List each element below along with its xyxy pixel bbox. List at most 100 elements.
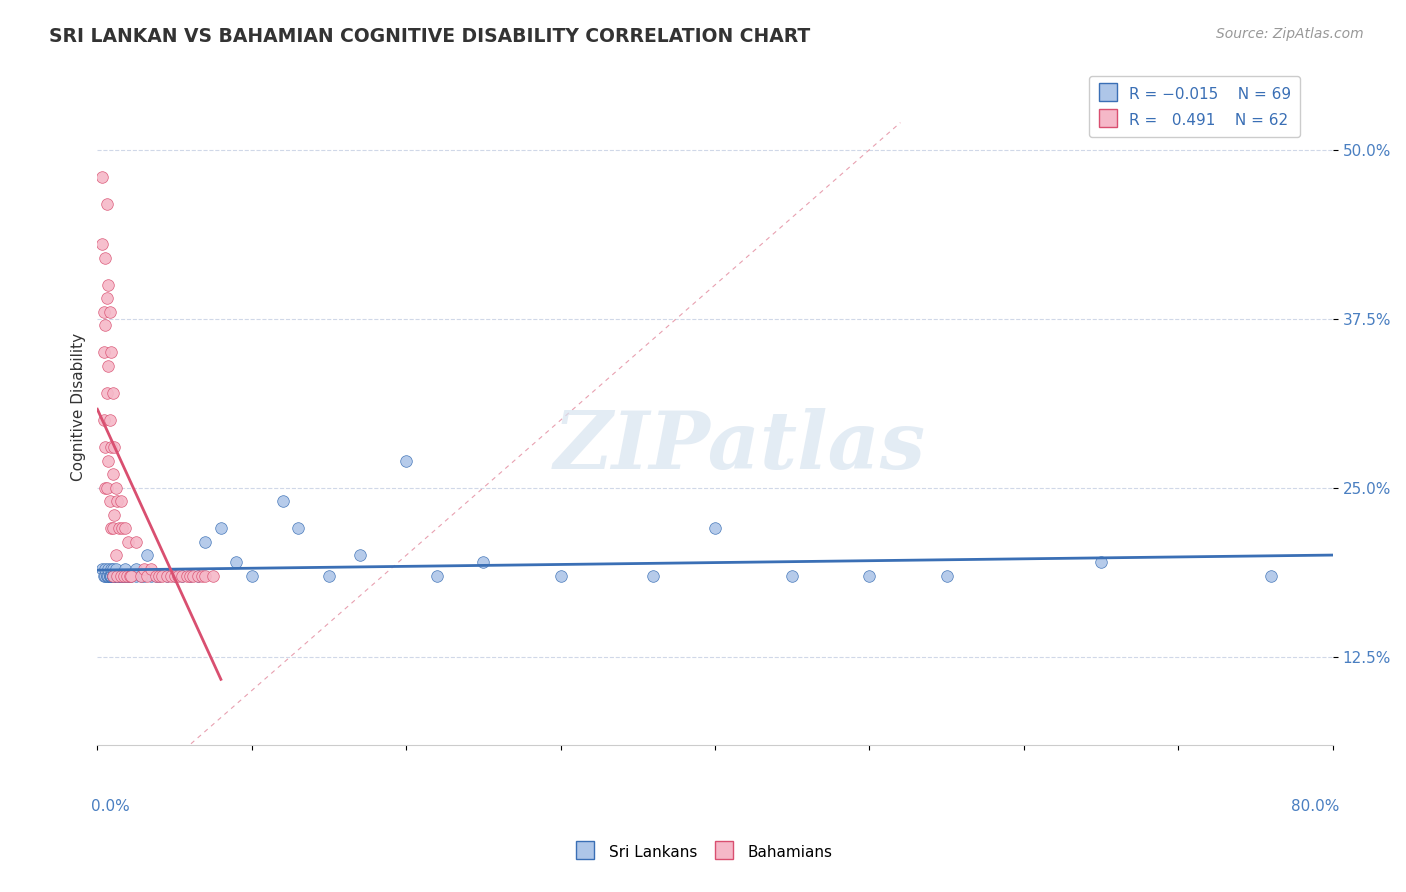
Point [93,413,115,427]
Point [104,568,127,582]
Point [163,568,186,582]
Point [1260,568,1282,582]
Point [107,494,129,508]
Point [98,568,121,582]
Point [145,568,167,582]
Point [101,568,124,582]
Point [104,549,127,563]
Point [125,568,148,582]
Point [111,568,134,582]
Point [125,562,148,576]
Point [101,467,124,482]
Point [129,568,152,582]
Point [935,568,957,582]
Point [472,555,495,569]
Point [103,568,125,582]
Point [114,521,136,535]
Point [135,549,157,563]
Point [91,169,114,184]
Point [110,568,132,582]
Text: 0.0%: 0.0% [91,798,129,814]
Point [550,568,572,582]
Point [94,440,117,454]
Point [704,521,727,535]
Point [135,568,157,582]
Point [101,521,124,535]
Point [100,345,122,359]
Point [98,305,121,319]
Point [101,562,124,576]
Text: ZIPatlas: ZIPatlas [554,409,925,486]
Point [101,568,124,582]
Point [156,568,179,582]
Point [108,521,131,535]
Point [112,568,135,582]
Point [111,521,134,535]
Point [103,568,125,582]
Point [271,494,294,508]
Point [93,305,115,319]
Point [97,453,120,467]
Point [97,562,120,576]
Legend: R = −0.015    N = 69, R =   0.491    N = 62: R = −0.015 N = 69, R = 0.491 N = 62 [1090,76,1301,137]
Point [179,568,201,582]
Point [145,568,167,582]
Point [166,568,188,582]
Point [108,568,131,582]
Point [94,568,117,582]
Point [287,521,309,535]
Point [104,481,127,495]
Text: Source: ZipAtlas.com: Source: ZipAtlas.com [1216,27,1364,41]
Point [118,568,141,582]
Point [172,568,194,582]
Point [98,494,121,508]
Point [125,534,148,549]
Point [96,568,118,582]
Point [107,568,129,582]
Point [1090,555,1112,569]
Y-axis label: Cognitive Disability: Cognitive Disability [72,333,86,481]
Point [395,453,418,467]
Point [179,568,201,582]
Point [141,562,163,576]
Point [101,568,124,582]
Point [110,494,132,508]
Point [97,568,120,582]
Point [110,568,132,582]
Point [93,345,115,359]
Point [100,440,122,454]
Point [141,568,163,582]
Point [858,568,880,582]
Point [187,568,209,582]
Point [225,555,247,569]
Point [176,568,198,582]
Point [240,568,263,582]
Point [100,568,122,582]
Point [209,521,232,535]
Point [91,562,114,576]
Point [117,568,139,582]
Point [100,568,122,582]
Point [96,292,118,306]
Point [110,568,132,582]
Point [117,534,139,549]
Point [101,568,124,582]
Legend: Sri Lankans, Bahamians: Sri Lankans, Bahamians [568,837,838,866]
Point [120,568,142,582]
Point [194,534,217,549]
Point [643,568,665,582]
Point [91,237,114,252]
Point [103,440,125,454]
Point [107,568,129,582]
Point [96,196,118,211]
Point [101,568,124,582]
Point [120,568,142,582]
Point [94,481,117,495]
Point [104,562,127,576]
Point [100,521,122,535]
Point [97,359,120,373]
Point [160,568,183,582]
Point [132,562,155,576]
Point [107,568,129,582]
Point [132,568,155,582]
